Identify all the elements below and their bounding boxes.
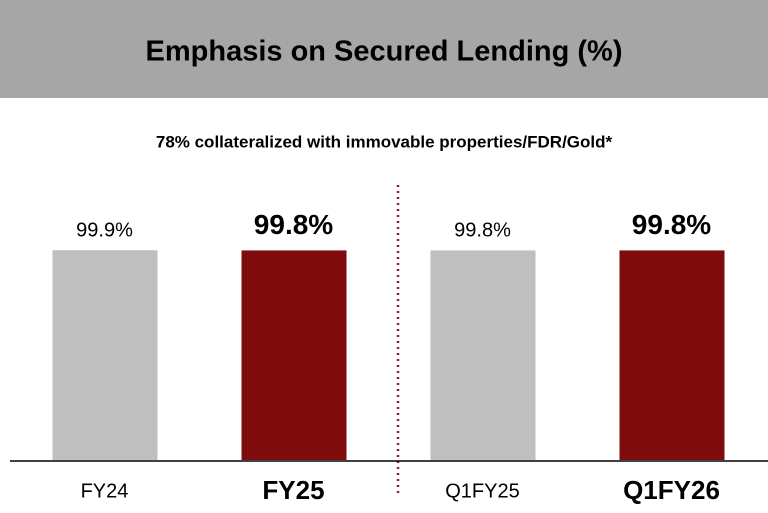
value-label: 99.8% (454, 220, 511, 242)
x-tick-label: Q1FY25 (445, 480, 519, 502)
value-label: 99.9% (76, 219, 133, 241)
header-band (0, 0, 768, 98)
x-tick-label: Q1FY26 (623, 475, 720, 505)
value-label: 99.8% (254, 209, 333, 240)
bar (52, 250, 158, 460)
chart-title: Emphasis on Secured Lending (%) (146, 36, 623, 68)
bar (430, 250, 536, 460)
value-label: 99.8% (632, 209, 711, 240)
x-tick-label: FY24 (81, 480, 129, 502)
chart-subtitle: 78% collateralized with immovable proper… (156, 132, 613, 151)
x-tick-label: FY25 (262, 475, 324, 505)
bar (619, 250, 725, 460)
bar (241, 250, 347, 460)
